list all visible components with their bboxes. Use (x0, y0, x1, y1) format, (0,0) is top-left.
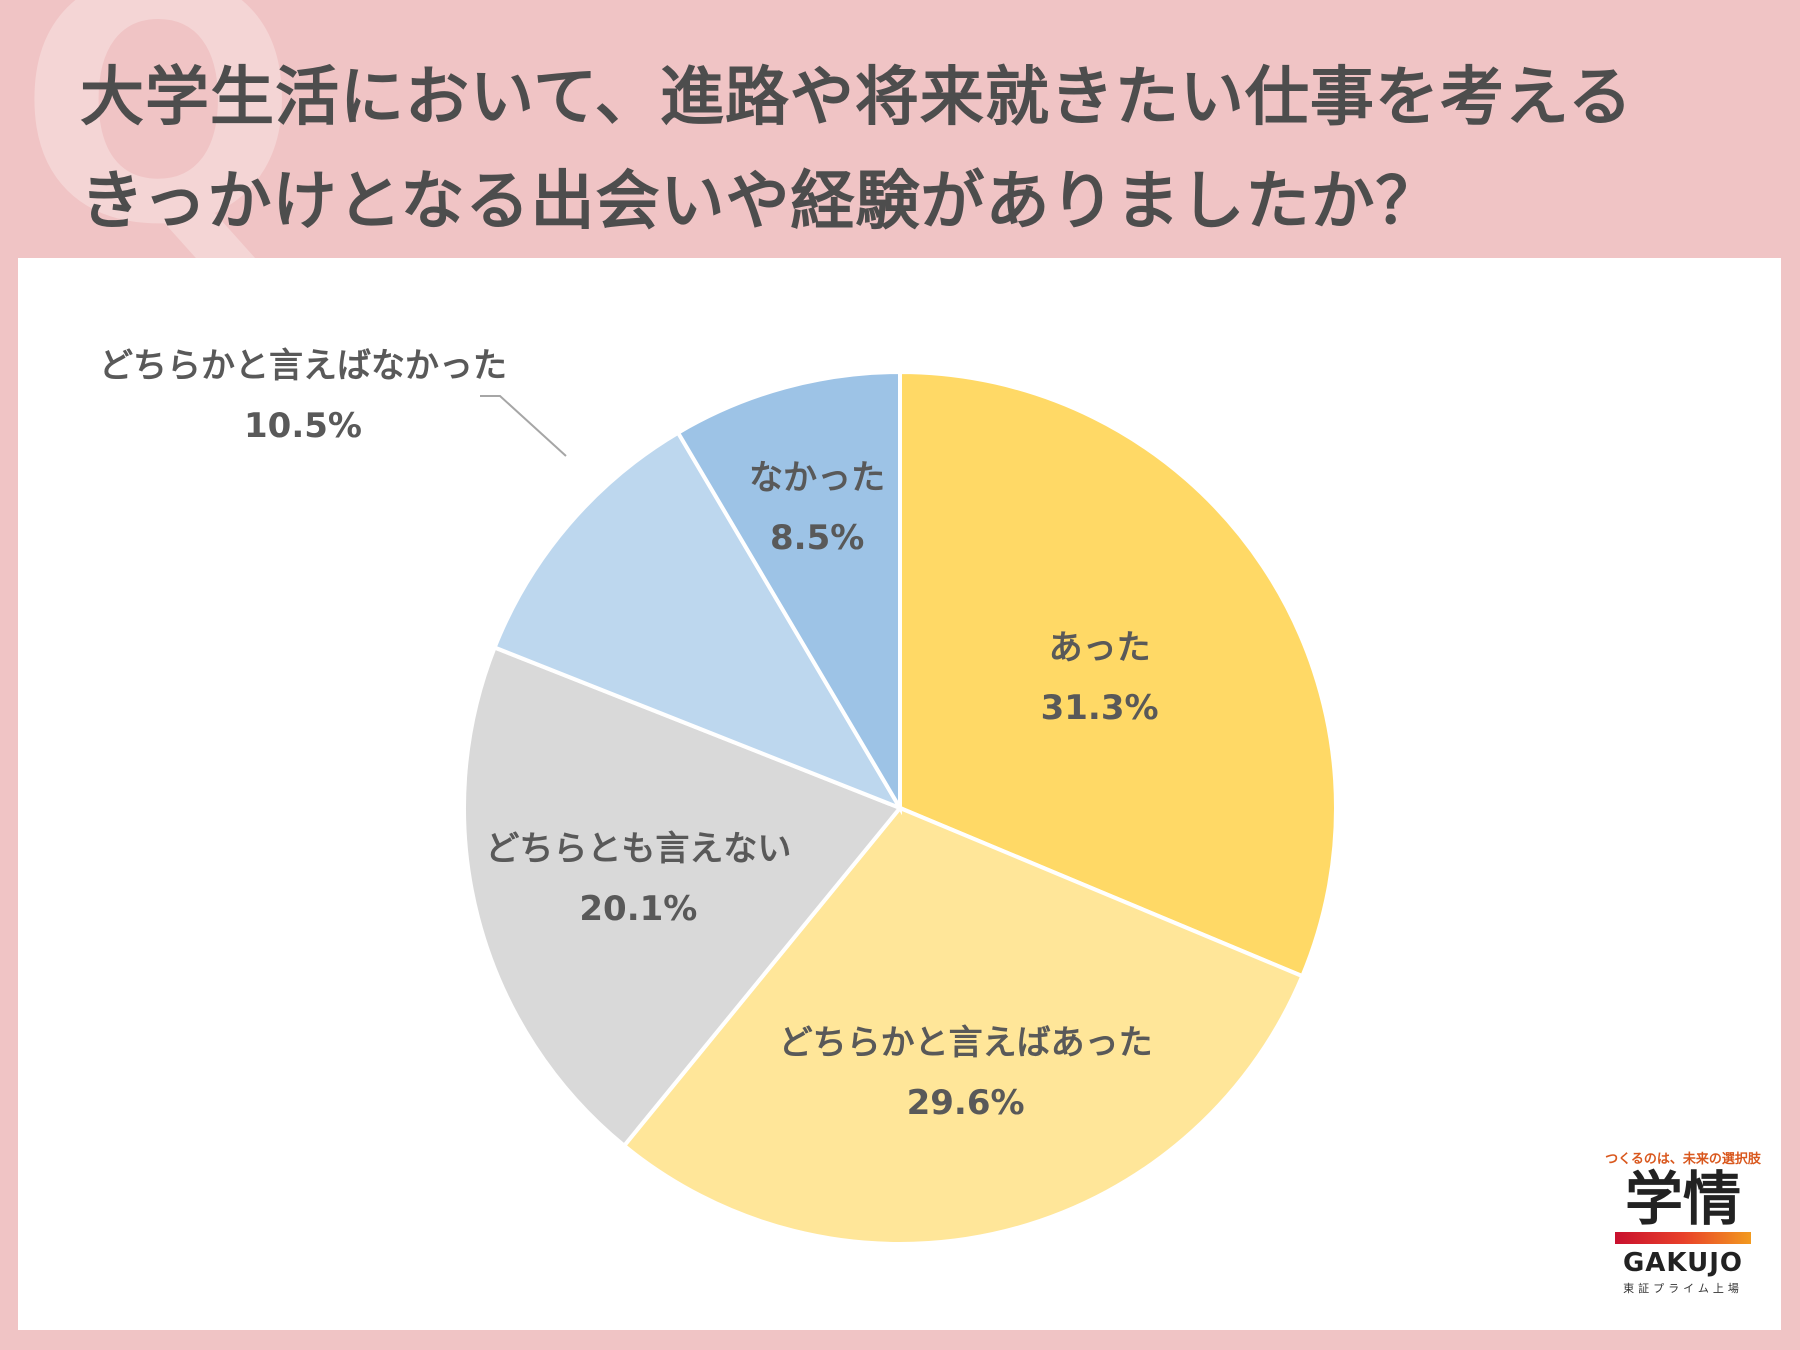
slice-label-4: どちらかと言えばなかった (99, 346, 507, 386)
page-title: 大学生活において、進路や将来就きたい仕事を考える きっかけとなる出会いや経験があ… (80, 46, 1760, 254)
title-line-2: きっかけとなる出会いや経験がありましたか？ (80, 165, 1441, 239)
slice-label-3: どちらとも言えない (485, 829, 791, 869)
pie-slice-5 (675, 369, 902, 816)
logo-tagline: つくるのは、未来の選択肢 (1605, 1152, 1761, 1167)
pie-slice-4 (492, 429, 905, 813)
title-line-1: 大学生活において、進路や将来就きたい仕事を考える (80, 61, 1633, 135)
logo-subtitle: 東証プライム上場 (1623, 1281, 1743, 1295)
pie-slices (462, 369, 1339, 1246)
slice-value-3: 20.1% (579, 889, 697, 929)
slice-label-1: あった (1049, 628, 1151, 668)
slice-label-2: どちらかと言えばあった (779, 1023, 1153, 1063)
slice-value-4: 10.5% (244, 406, 362, 446)
slice-value-5: 8.5% (770, 518, 864, 558)
logo-kanji: 学情 (1624, 1165, 1741, 1233)
slice-label-5: なかった (749, 458, 885, 498)
logo-roman: GAKUJO (1622, 1247, 1744, 1278)
pie-chart: あった 31.3% どちらかと言えばあった 29.6% どちらとも言えない 20.1% どち… (99, 346, 1339, 1246)
pie-slice-1 (898, 369, 1339, 979)
chart-panel: あった 31.3% どちらかと言えばあった 29.6% どちらとも言えない 20.1% どち… (18, 258, 1781, 1330)
pie-slice-3 (462, 644, 904, 1149)
logo-color-bar (1615, 1231, 1751, 1244)
pie-slice-2 (621, 805, 1305, 1246)
slice-value-1: 31.3% (1041, 688, 1159, 728)
leader-line-4 (480, 395, 567, 457)
slice-value-2: 29.6% (907, 1083, 1025, 1123)
pie-labels: あった 31.3% どちらかと言えばあった 29.6% どちらとも言えない 20.1% どち… (99, 346, 1159, 1123)
gakujo-logo: つくるのは、未来の選択肢 学情 GAKUJO 東証プライム上場 (1593, 1148, 1773, 1296)
q-watermark: Q (18, 0, 299, 297)
